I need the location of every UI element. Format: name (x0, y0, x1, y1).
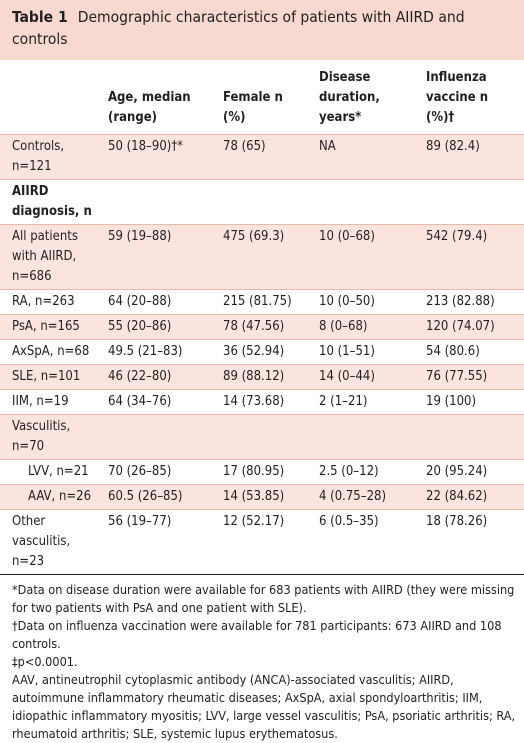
table-row: Other vasculitis, n=23 56 (19–77) 12 (52.1… (0, 509, 524, 575)
row-label: AIIRD diagnosis, n (0, 179, 98, 225)
row-label: SLE, n=101 (0, 364, 98, 390)
cell: 17 (80.95) (213, 459, 309, 485)
cell: 78 (65) (213, 134, 309, 180)
table-row: AIIRD diagnosis, n (0, 179, 524, 225)
cell: 475 (69.3) (213, 224, 309, 290)
row-label: PsA, n=165 (0, 314, 98, 340)
cell: 70 (26–85) (98, 459, 213, 485)
table-row: AAV, n=26 60.5 (26–85) 14 (53.85) 4 (0.75–2… (0, 484, 524, 510)
table-row: RA, n=263 64 (20–88) 215 (81.75) 10 (0–50) 2… (0, 289, 524, 315)
table-row: AxSpA, n=68 49.5 (21–83) 36 (52.94) 10 (1–5… (0, 339, 524, 365)
row-label: AAV, n=26 (0, 484, 98, 510)
cell: 89 (88.12) (213, 364, 309, 390)
cell: 2.5 (0–12) (309, 459, 416, 485)
row-label: RA, n=263 (0, 289, 98, 315)
header-cell: Female n (%) (213, 60, 309, 135)
table-row: All patients with AIIRD, n=686 59 (19–88)… (0, 224, 524, 290)
empty-cell (98, 414, 524, 460)
cell: 10 (0–50) (309, 289, 416, 315)
cell: 55 (20–86) (98, 314, 213, 340)
cell: 76 (77.55) (416, 364, 524, 390)
table-row: IIM, n=19 64 (34–76) 14 (73.68) 2 (1–21) 19 … (0, 389, 524, 415)
row-label: Other vasculitis, n=23 (0, 509, 98, 575)
cell: 14 (53.85) (213, 484, 309, 510)
cell: 64 (34–76) (98, 389, 213, 415)
footnote: AAV, antineutrophil cytoplasmic antibody… (12, 672, 516, 741)
table-row: Controls, n=121 50 (18–90)†* 78 (65) NA 89 (… (0, 134, 524, 180)
cell: 2 (1–21) (309, 389, 416, 415)
cell: 18 (78.26) (416, 509, 524, 575)
cell: 14 (73.68) (213, 389, 309, 415)
header-cell: Disease duration, years* (309, 60, 416, 135)
cell: 215 (81.75) (213, 289, 309, 315)
cell: 78 (47.56) (213, 314, 309, 340)
cell: 54 (80.6) (416, 339, 524, 365)
row-label: IIM, n=19 (0, 389, 98, 415)
table-caption: Demographic characteristics of patients … (12, 8, 465, 48)
table-label: Table 1 (12, 8, 68, 26)
cell: 59 (19–88) (98, 224, 213, 290)
footnote: †Data on influenza vaccination were avai… (12, 618, 502, 651)
empty-cell (98, 179, 524, 225)
footnote: ‡p<0.0001. (12, 654, 78, 669)
table-row: Vasculitis, n=70 (0, 414, 524, 460)
cell: NA (309, 134, 416, 180)
row-label: AxSpA, n=68 (0, 339, 98, 365)
cell: 89 (82.4) (416, 134, 524, 180)
cell: 10 (0–68) (309, 224, 416, 290)
cell: 19 (100) (416, 389, 524, 415)
header-cell (0, 60, 98, 135)
header-row: Age, median (range) Female n (%) Disease d… (0, 60, 524, 135)
row-label: Controls, n=121 (0, 134, 98, 180)
cell: 213 (82.88) (416, 289, 524, 315)
cell: 49.5 (21–83) (98, 339, 213, 365)
row-label: LVV, n=21 (0, 459, 98, 485)
cell: 50 (18–90)†* (98, 134, 213, 180)
cell: 8 (0–68) (309, 314, 416, 340)
footnotes: *Data on disease duration were available… (0, 575, 524, 743)
cell: 60.5 (26–85) (98, 484, 213, 510)
table-row: LVV, n=21 70 (26–85) 17 (80.95) 2.5 (0–12) 2… (0, 459, 524, 485)
header-cell: Influenza vaccine n (%)† (416, 60, 524, 135)
footnote: *Data on disease duration were available… (12, 582, 515, 615)
row-label: All patients with AIIRD, n=686 (0, 224, 98, 290)
cell: 46 (22–80) (98, 364, 213, 390)
cell: 12 (52.17) (213, 509, 309, 575)
data-table: Age, median (range) Female n (%) Disease d… (0, 60, 524, 575)
cell: 14 (0–44) (309, 364, 416, 390)
cell: 22 (84.62) (416, 484, 524, 510)
cell: 542 (79.4) (416, 224, 524, 290)
cell: 10 (1–51) (309, 339, 416, 365)
row-label: Vasculitis, n=70 (0, 414, 98, 460)
cell: 20 (95.24) (416, 459, 524, 485)
table-title: Table 1 Demographic characteristics of pa… (0, 0, 524, 60)
cell: 64 (20–88) (98, 289, 213, 315)
cell: 4 (0.75–28) (309, 484, 416, 510)
cell: 56 (19–77) (98, 509, 213, 575)
table-row: SLE, n=101 46 (22–80) 89 (88.12) 14 (0–44) 7… (0, 364, 524, 390)
cell: 6 (0.5–35) (309, 509, 416, 575)
header-cell: Age, median (range) (98, 60, 213, 135)
table-row: PsA, n=165 55 (20–86) 78 (47.56) 8 (0–68) 12… (0, 314, 524, 340)
cell: 36 (52.94) (213, 339, 309, 365)
cell: 120 (74.07) (416, 314, 524, 340)
